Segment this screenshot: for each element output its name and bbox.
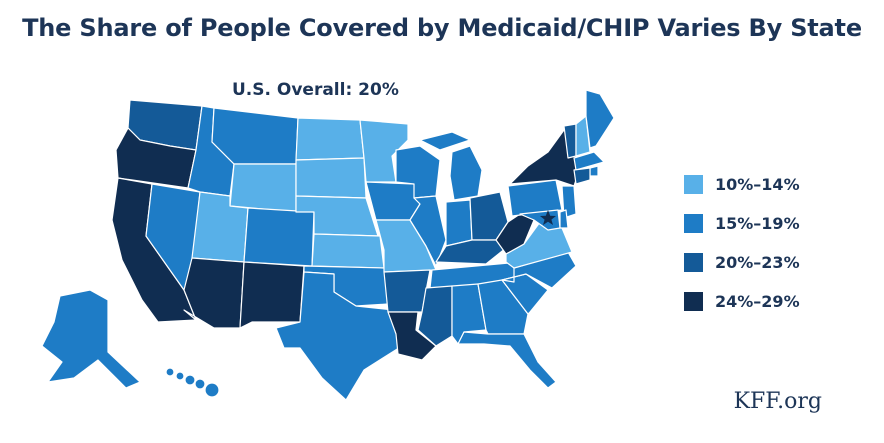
legend-swatch bbox=[684, 213, 703, 233]
state-pa bbox=[507, 179, 563, 217]
state-nd bbox=[295, 117, 365, 161]
state-wy bbox=[229, 163, 297, 213]
source-credit: KFF.org bbox=[733, 389, 822, 414]
legend-swatch bbox=[684, 174, 703, 194]
state-az bbox=[183, 257, 245, 329]
legend-item: 10%–14% bbox=[684, 172, 854, 196]
state-fl bbox=[457, 331, 557, 389]
state-ma bbox=[573, 151, 605, 171]
state-mn bbox=[359, 119, 409, 183]
state-hi bbox=[165, 367, 220, 398]
state-nm bbox=[239, 261, 305, 329]
state-nc bbox=[501, 251, 577, 289]
map-title: The Share of People Covered by Medicaid/… bbox=[22, 14, 862, 42]
state-nh bbox=[575, 115, 591, 157]
state-la bbox=[387, 311, 437, 361]
state-ri bbox=[589, 165, 599, 177]
state-ak bbox=[41, 289, 141, 389]
legend-item: 20%–23% bbox=[684, 250, 854, 274]
state-in bbox=[445, 199, 473, 247]
state-ct bbox=[573, 167, 591, 185]
state-md bbox=[519, 209, 561, 231]
state-sd bbox=[295, 157, 367, 199]
legend-label: 20%–23% bbox=[715, 252, 800, 272]
state-mt bbox=[211, 107, 299, 165]
legend-label: 15%–19% bbox=[715, 213, 800, 233]
state-tx bbox=[275, 271, 403, 401]
us-overall-label: U.S. Overall: 20% bbox=[232, 80, 399, 100]
state-me bbox=[585, 89, 615, 149]
legend-item: 15%–19% bbox=[684, 211, 854, 235]
legend: 10%–14% 15%–19% 20%–23% 24%–29% bbox=[684, 172, 854, 328]
legend-swatch bbox=[684, 252, 703, 272]
legend-label: 24%–29% bbox=[715, 291, 800, 311]
state-il bbox=[409, 195, 447, 267]
legend-item: 24%–29% bbox=[684, 289, 854, 313]
state-ia bbox=[365, 181, 421, 221]
legend-swatch bbox=[684, 291, 703, 311]
state-ks bbox=[311, 233, 385, 269]
state-de bbox=[559, 209, 569, 229]
state-co bbox=[243, 207, 315, 267]
legend-label: 10%–14% bbox=[715, 174, 800, 194]
state-dc-star-icon bbox=[540, 210, 556, 225]
state-va bbox=[505, 221, 573, 269]
